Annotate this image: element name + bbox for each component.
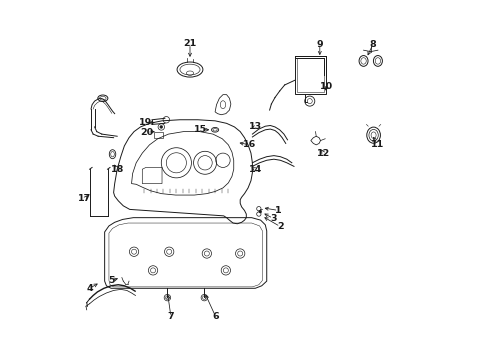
Bar xyxy=(296,58,324,92)
Bar xyxy=(154,132,163,138)
Text: 5: 5 xyxy=(108,276,115,285)
Text: 12: 12 xyxy=(316,149,329,158)
Text: 3: 3 xyxy=(269,214,276,223)
Text: 15: 15 xyxy=(194,125,207,134)
Text: 21: 21 xyxy=(183,39,196,48)
Circle shape xyxy=(160,126,163,129)
Circle shape xyxy=(164,294,170,301)
Text: 8: 8 xyxy=(369,40,375,49)
Text: 6: 6 xyxy=(212,312,219,321)
Text: 10: 10 xyxy=(320,82,333,91)
Text: 2: 2 xyxy=(277,222,283,231)
Text: 19: 19 xyxy=(139,118,152,127)
Text: 13: 13 xyxy=(248,122,261,131)
Text: 14: 14 xyxy=(248,165,262,174)
Text: 16: 16 xyxy=(243,140,256,149)
Circle shape xyxy=(258,210,261,213)
Text: 17: 17 xyxy=(78,194,91,203)
Text: 9: 9 xyxy=(316,40,323,49)
Text: 7: 7 xyxy=(167,312,174,321)
Text: 11: 11 xyxy=(370,140,383,149)
Bar xyxy=(294,56,325,94)
Text: 1: 1 xyxy=(275,206,281,215)
Text: 20: 20 xyxy=(140,128,153,137)
Text: 18: 18 xyxy=(110,165,123,174)
Circle shape xyxy=(201,294,207,301)
Text: 4: 4 xyxy=(86,284,93,293)
